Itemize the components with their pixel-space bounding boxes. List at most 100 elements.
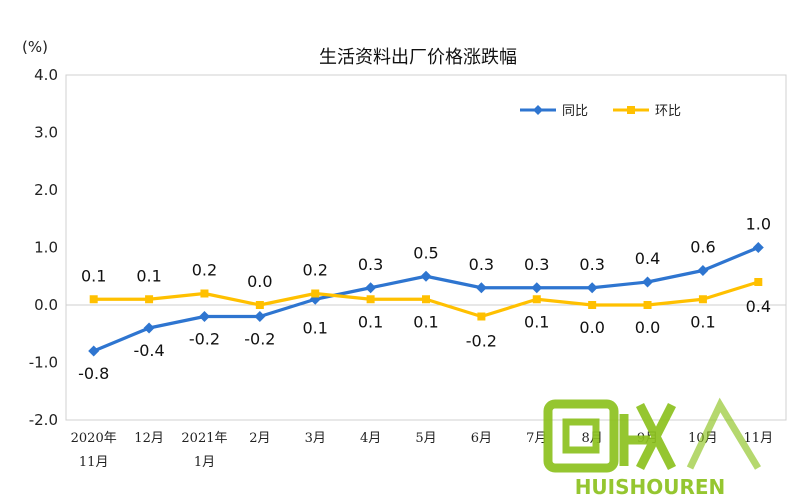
x-tick-line: 3月 bbox=[305, 431, 326, 446]
x-tick-line: 1月 bbox=[194, 455, 215, 470]
data-label-yoy: 1.0 bbox=[746, 215, 771, 234]
x-tick-line: 12月 bbox=[134, 431, 164, 446]
legend-marker bbox=[533, 105, 543, 115]
data-label-yoy: 0.5 bbox=[413, 243, 438, 262]
watermark-glyph-shou bbox=[619, 402, 677, 471]
data-point bbox=[422, 295, 430, 304]
x-tick-line: 4月 bbox=[360, 431, 381, 446]
data-label-mom: 0.2 bbox=[192, 261, 217, 280]
data-label-mom: 0.1 bbox=[358, 312, 383, 331]
x-tick-label: 11月 bbox=[744, 431, 774, 446]
x-tick-label: 2月 bbox=[249, 431, 270, 446]
x-tick-label: 6月 bbox=[471, 431, 492, 446]
data-labels: -0.8 0.1 -0.4 0.1 -0.2 0.2 -0.2 0.0 0.1 0.2 0.3 0.1… bbox=[78, 215, 771, 384]
y-tick-label: -2.0 bbox=[29, 411, 58, 429]
watermark-frame-inner bbox=[562, 418, 600, 454]
x-tick-line: 11月 bbox=[79, 455, 109, 470]
data-point bbox=[255, 301, 264, 309]
data-label-yoy: -0.2 bbox=[189, 330, 220, 349]
y-tick-label: 1.0 bbox=[34, 239, 58, 257]
watermark-logo: HUISHOUREN bbox=[543, 397, 761, 499]
data-point bbox=[89, 295, 98, 304]
data-label-mom: 0.4 bbox=[746, 297, 771, 316]
data-label-yoy: -0.4 bbox=[133, 341, 164, 360]
data-label-yoy: 0.6 bbox=[690, 238, 715, 257]
data-label-mom: 0.0 bbox=[579, 318, 604, 337]
y-axis-ticks: 4.0 3.0 2.0 1.0 0.0 -1.0 -2.0 bbox=[29, 66, 58, 429]
data-label-mom: 0.0 bbox=[635, 318, 660, 337]
data-label-mom: 0.2 bbox=[303, 261, 328, 280]
data-point bbox=[200, 289, 209, 298]
data-label-mom: -0.2 bbox=[466, 332, 497, 351]
data-point bbox=[145, 295, 154, 304]
data-point bbox=[365, 282, 377, 294]
data-label-yoy: -0.8 bbox=[78, 364, 109, 383]
legend: 同比 环比 bbox=[520, 104, 681, 119]
y-axis-unit: (%) bbox=[22, 38, 48, 56]
x-tick-label: 5月 bbox=[415, 431, 436, 446]
data-point bbox=[697, 265, 709, 276]
x-tick-line: 2020年 bbox=[71, 431, 117, 446]
x-tick-line: 8月 bbox=[582, 431, 603, 446]
x-tick-label: 8月 bbox=[582, 431, 603, 446]
data-label-yoy: 0.3 bbox=[469, 255, 494, 274]
data-label-yoy: 0.3 bbox=[579, 255, 604, 274]
data-label-mom: 0.1 bbox=[81, 266, 106, 285]
data-point bbox=[143, 322, 155, 334]
data-point bbox=[642, 276, 654, 288]
x-tick-line: 11月 bbox=[744, 431, 774, 446]
data-point bbox=[420, 270, 432, 282]
series-layer bbox=[88, 242, 764, 357]
x-tick-label: 3月 bbox=[305, 431, 326, 446]
data-label-mom: 0.1 bbox=[524, 312, 549, 331]
data-point bbox=[366, 295, 375, 304]
legend-label: 环比 bbox=[655, 104, 681, 119]
data-point bbox=[198, 311, 210, 322]
y-tick-label: 4.0 bbox=[34, 66, 58, 84]
data-label-yoy: 0.3 bbox=[358, 255, 383, 274]
y-tick-label: 3.0 bbox=[34, 124, 58, 142]
data-point bbox=[754, 278, 763, 286]
watermark-text: HUISHOUREN bbox=[575, 475, 726, 499]
data-point bbox=[477, 312, 486, 321]
y-tick-label: -1.0 bbox=[29, 354, 58, 372]
data-point bbox=[311, 289, 320, 298]
y-tick-label: 2.0 bbox=[34, 181, 58, 199]
axes bbox=[65, 74, 787, 421]
data-label-yoy: 0.4 bbox=[635, 249, 660, 268]
y-tick-label: 0.0 bbox=[34, 296, 58, 314]
x-tick-line: 2021年 bbox=[181, 431, 227, 446]
x-tick-label: 7月 bbox=[526, 431, 547, 446]
x-tick-label: 2021年 1月 bbox=[181, 431, 227, 470]
data-point bbox=[643, 301, 652, 309]
data-label-yoy: 0.3 bbox=[524, 255, 549, 274]
data-point bbox=[586, 282, 598, 294]
plot-frame bbox=[65, 74, 787, 421]
legend-label: 同比 bbox=[562, 104, 588, 119]
watermark-roof bbox=[686, 397, 761, 470]
data-label-mom: 0.1 bbox=[413, 312, 438, 331]
data-point bbox=[588, 301, 597, 309]
data-label-mom: 0.1 bbox=[690, 312, 715, 331]
watermark-frame-left bbox=[543, 399, 619, 473]
chart-title: 生活资料出厂价格涨跌幅 bbox=[319, 47, 517, 68]
legend-marker bbox=[627, 106, 635, 114]
x-tick-line: 2月 bbox=[249, 431, 270, 446]
x-tick-line: 7月 bbox=[526, 431, 547, 446]
data-point bbox=[698, 295, 707, 304]
data-label-mom: 0.0 bbox=[247, 272, 272, 291]
data-point bbox=[475, 282, 487, 294]
data-point bbox=[531, 282, 543, 294]
data-point bbox=[752, 242, 764, 253]
x-tick-label: 4月 bbox=[360, 431, 381, 446]
data-point bbox=[88, 345, 100, 357]
x-tick-line: 5月 bbox=[415, 431, 436, 446]
data-label-mom: 0.1 bbox=[136, 266, 161, 285]
data-point bbox=[254, 311, 266, 322]
x-tick-label: 2020年 11月 bbox=[71, 431, 117, 470]
data-label-yoy: -0.2 bbox=[244, 330, 275, 349]
data-point bbox=[532, 295, 541, 304]
x-tick-line: 6月 bbox=[471, 431, 492, 446]
